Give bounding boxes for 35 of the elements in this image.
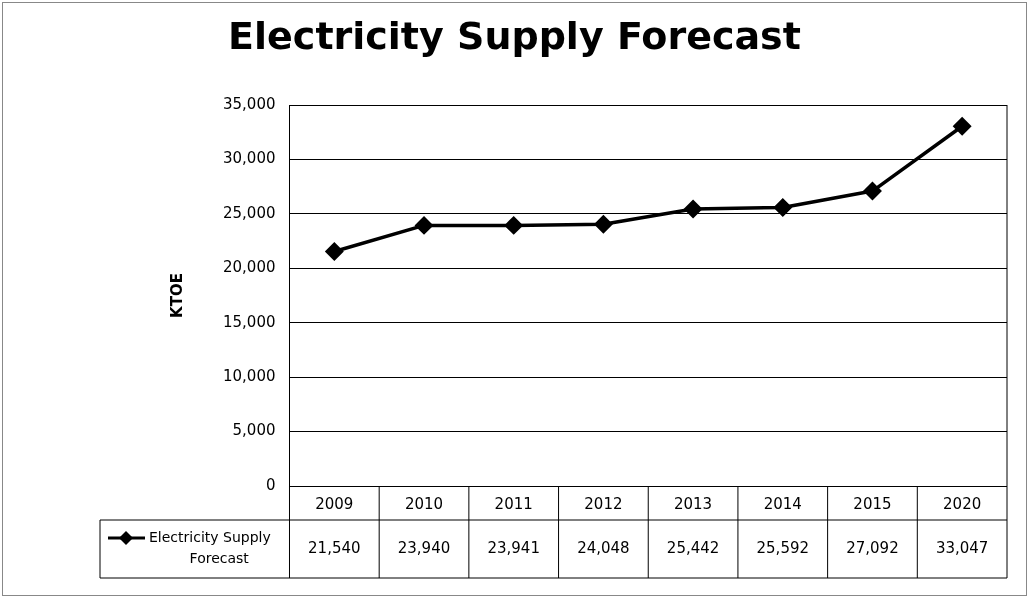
point — [504, 216, 523, 235]
x-tick-label: 2014 — [763, 494, 802, 513]
x-tick-label: 2011 — [494, 494, 533, 513]
y-tick-label: 20,000 — [222, 258, 276, 277]
y-tick-label: 35,000 — [222, 94, 276, 113]
chart-title: Electricity Supply Forecast — [227, 14, 802, 58]
data-label: 27,092 — [846, 538, 899, 557]
y-tick-label: 0 — [265, 475, 276, 494]
y-tick-label: 5,000 — [232, 421, 276, 440]
x-tick-label: 2020 — [943, 494, 982, 513]
point — [684, 200, 702, 218]
y-tick-label: 25,000 — [222, 203, 276, 222]
data-label: 23,941 — [487, 538, 540, 557]
data-label: 25,442 — [666, 538, 720, 557]
legend-label: Electricity Supply Forecast — [149, 528, 271, 566]
x-tick-label: 2009 — [315, 494, 354, 513]
data-label: 33,047 — [935, 538, 989, 557]
data-label: 21,540 — [308, 538, 361, 557]
point — [863, 182, 882, 200]
x-tick-label: 2013 — [673, 494, 713, 513]
x-tick-label: 2015 — [853, 494, 892, 513]
y-tick-label: 30,000 — [222, 149, 276, 168]
point — [953, 117, 971, 136]
x-tick-label: 2010 — [404, 494, 444, 513]
y-tick-label: 15,000 — [222, 312, 276, 331]
data-label: 23,940 — [397, 538, 451, 557]
x-tick-label: 2012 — [584, 494, 623, 513]
y-tick-label: 10,000 — [222, 367, 276, 386]
point — [325, 242, 344, 261]
y-axis-title: KTOE — [167, 273, 186, 318]
point — [774, 198, 792, 217]
data-label: 24,048 — [577, 538, 630, 557]
point — [415, 216, 433, 235]
data-label: 25,592 — [756, 538, 810, 557]
point — [594, 215, 613, 233]
